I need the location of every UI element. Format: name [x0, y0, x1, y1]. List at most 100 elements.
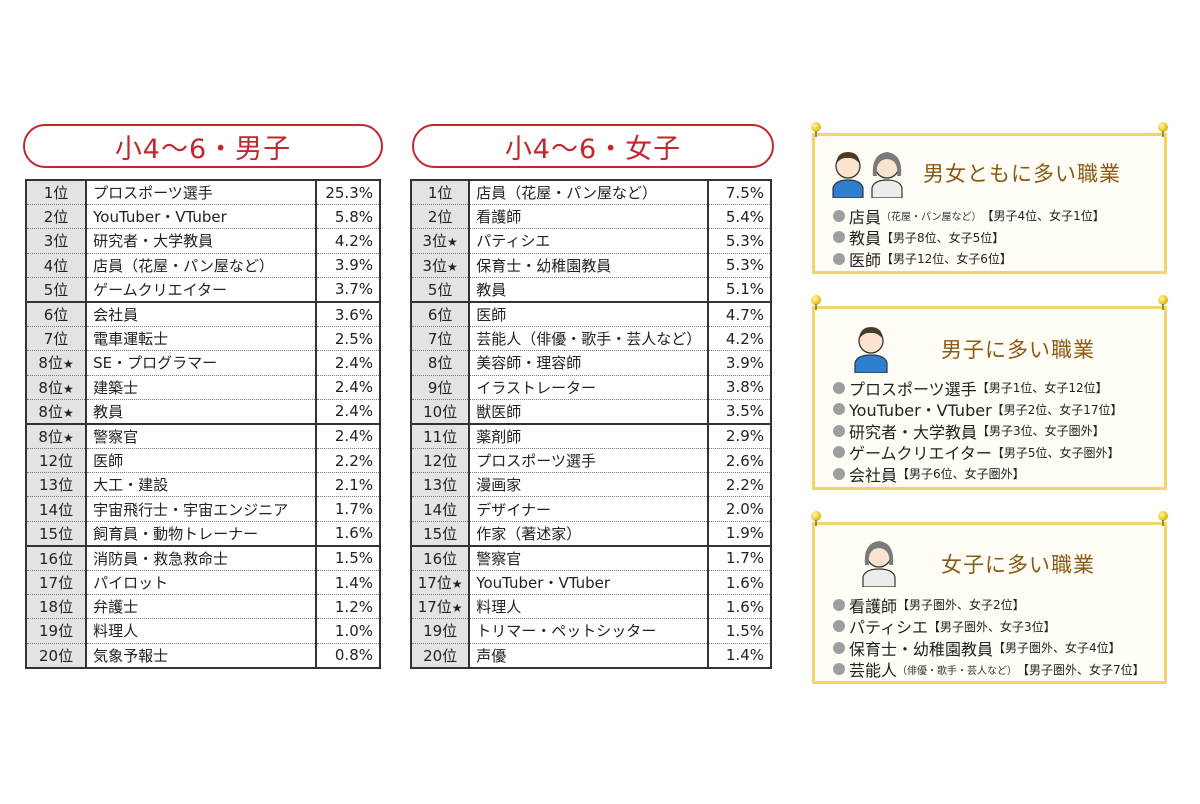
job-cell: 気象予報士 — [93, 646, 169, 665]
rank-cell: 8位★ — [26, 422, 88, 450]
percent-cell: 2.5% — [315, 326, 380, 352]
girls-jobs-title: 女子に多い職業 — [941, 553, 1095, 577]
rank-cell: 11位 — [411, 422, 471, 450]
bullet-dot-icon — [833, 641, 845, 654]
percent-cell: 1.0% — [315, 618, 380, 644]
rank-label: 17位 — [417, 598, 452, 617]
rank-cell: 19位 — [26, 618, 88, 644]
rank-cell: 15位 — [26, 521, 88, 547]
job-cell: YouTuber・VTuber — [469, 570, 709, 596]
percent-cell: 4.2% — [315, 228, 380, 254]
rank-cell: 2位 — [26, 204, 88, 230]
table-row: 1位 プロスポーツ選手 25.3% — [26, 180, 380, 206]
percent-cell: 3.8% — [707, 375, 771, 400]
table-row: 11位 薬剤師 2.9% — [411, 422, 771, 450]
percent-cell: 1.5% — [707, 618, 771, 644]
table-row: 17位★ 料理人 1.6% — [411, 594, 771, 620]
bullet-dot-icon — [833, 620, 845, 633]
rank-cell: 16位 — [411, 544, 471, 571]
pin-icon — [811, 122, 821, 137]
table-row: 14位 デザイナー 2.0% — [411, 496, 771, 522]
table-row: 3位★ 保育士・幼稚園教員 5.3% — [411, 253, 771, 278]
percent-cell: 5.3% — [707, 228, 771, 254]
rank-label: 16位 — [39, 549, 74, 568]
percent-cell: 2.4% — [315, 422, 380, 450]
rank-label: 15位 — [39, 524, 74, 543]
list-item: 教員 【男子8位、女子5位】 — [833, 227, 1105, 248]
rank-cell: 1位 — [26, 180, 88, 206]
rank-cell: 15位 — [411, 521, 471, 547]
rank-label: 1位 — [43, 184, 69, 203]
boys-jobs-card: 男子に多い職業 プロスポーツ選手 【男子1位、女子12位】 YouTuber・VT… — [811, 295, 1168, 490]
rank-cell: 5位 — [411, 277, 471, 303]
rank-label: 7位 — [427, 330, 453, 349]
rank-cell: 17位★ — [411, 570, 471, 596]
percent-cell: 1.2% — [315, 594, 380, 620]
table-row: 19位 料理人 1.0% — [26, 618, 380, 644]
common-jobs-list: 店員 （花屋・パン屋など） 【男子4位、女子1位】 教員 【男子8位、女子5位】 医師… — [833, 205, 1105, 270]
job-cell: 店員（花屋・パン屋など） — [469, 180, 709, 206]
tie-star-icon: ★ — [62, 405, 74, 420]
job-cell: 薬剤師 — [469, 422, 709, 450]
list-item: 研究者・大学教員 【男子3位、女子圏外】 — [833, 420, 1123, 442]
rank-cell: 13位 — [411, 472, 471, 498]
percent-cell: 7.5% — [707, 180, 771, 206]
rank-label: 8位 — [38, 354, 63, 373]
rank-cell: 18位 — [26, 594, 88, 620]
table-row: 16位 消防員・救急救命士 1.5% — [26, 544, 380, 571]
rank-cell: 6位 — [411, 300, 471, 328]
job-cell: 店員（花屋・パン屋など） — [86, 253, 317, 278]
table-row: 3位 研究者・大学教員 4.2% — [26, 228, 380, 254]
table-row: 15位 飼育員・動物トレーナー 1.6% — [26, 521, 380, 547]
table-row: 3位★ パティシエ 5.3% — [411, 228, 771, 254]
percent-cell: 2.2% — [707, 472, 771, 498]
percent-cell: 1.9% — [707, 521, 771, 547]
rank-cell: 3位★ — [411, 228, 471, 254]
boys-ranking-table: 1位 プロスポーツ選手 25.3% 2位 YouTuber・VTuber 5.8% 3位 研究… — [25, 179, 381, 669]
boys-jobs-title: 男子に多い職業 — [941, 338, 1095, 362]
rank-cell: 3位 — [26, 228, 88, 254]
rank-label: 2位 — [427, 208, 453, 227]
table-row: 19位 トリマー・ペットシッター 1.5% — [411, 618, 771, 644]
list-item: プロスポーツ選手 【男子1位、女子12位】 — [833, 377, 1123, 399]
job-cell: 教員 — [469, 277, 709, 303]
pin-icon — [811, 511, 821, 526]
percent-cell: 25.3% — [315, 180, 380, 206]
table-row: 5位 教員 5.1% — [411, 277, 771, 303]
bullet-dot-icon — [833, 598, 845, 611]
rank-label: 6位 — [43, 306, 69, 325]
job-cell: 宇宙飛行士・宇宙エンジニア — [86, 496, 317, 522]
list-item: 保育士・幼稚園教員 【男子圏外、女子4位】 — [833, 637, 1145, 659]
job-cell: SE・プログラマー — [86, 350, 317, 376]
job-cell: YouTuber・VTuber — [86, 204, 317, 230]
tie-star-icon: ★ — [62, 381, 74, 396]
rank-label: 19位 — [423, 622, 458, 641]
bullet-dot-icon — [833, 424, 845, 437]
table-row: 7位 電車運転士 2.5% — [26, 326, 380, 352]
rank-cell: 9位 — [411, 375, 471, 400]
girls-jobs-card: 女子に多い職業 看護師 【男子圏外、女子2位】 パティシエ 【男子圏外、女子3位】 … — [811, 511, 1168, 684]
job-cell: 警察官 — [86, 422, 317, 450]
percent-cell: 2.4% — [315, 375, 380, 400]
job-cell: 飼育員・動物トレーナー — [86, 521, 317, 547]
table-row: 15位 作家（著述家） 1.9% — [411, 521, 771, 547]
pin-icon — [1158, 122, 1168, 137]
rank-cell: 17位★ — [411, 594, 471, 620]
job-cell: 医師 — [86, 448, 317, 474]
list-item: 芸能人 （俳優・歌手・芸人など） 【男子圏外、女子7位】 — [833, 659, 1145, 680]
rank-cell: 7位 — [26, 326, 88, 352]
rank-cell: 19位 — [411, 618, 471, 644]
rank-label: 17位 — [39, 574, 74, 593]
bullet-dot-icon — [833, 663, 845, 676]
percent-cell: 5.4% — [707, 204, 771, 230]
rank-cell: 14位 — [411, 496, 471, 522]
rank-cell: 1位 — [411, 180, 471, 206]
tie-star-icon: ★ — [447, 235, 458, 250]
rank-cell: 14位 — [26, 496, 88, 522]
rank-label: 9位 — [427, 378, 453, 397]
rank-label: 15位 — [423, 524, 458, 543]
job-cell: 大工・建設 — [86, 472, 317, 498]
pin-icon — [1158, 295, 1168, 310]
job-cell: プロスポーツ選手 — [86, 180, 317, 206]
list-item: パティシエ 【男子圏外、女子3位】 — [833, 616, 1145, 637]
